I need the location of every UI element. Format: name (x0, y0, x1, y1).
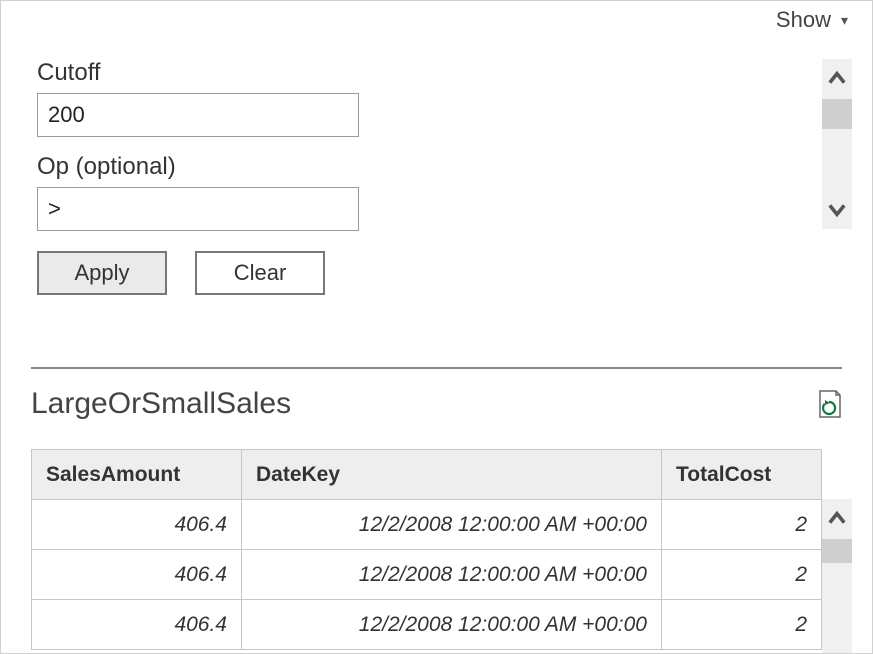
scroll-thumb[interactable] (822, 99, 852, 129)
cell-datekey: 12/2/2008 12:00:00 AM +00:00 (242, 550, 662, 600)
table-scrollbar[interactable] (822, 499, 852, 653)
cutoff-label: Cutoff (37, 59, 822, 87)
op-input[interactable] (37, 187, 359, 231)
apply-button[interactable]: Apply (37, 251, 167, 295)
chevron-down-icon: ▾ (841, 12, 848, 29)
results-title: LargeOrSmallSales (31, 387, 291, 421)
cell-totalcost: 2 (662, 550, 822, 600)
results-header: LargeOrSmallSales (31, 387, 842, 421)
table-row[interactable]: 406.4 12/2/2008 12:00:00 AM +00:00 2 (32, 600, 822, 650)
column-header-salesamount[interactable]: SalesAmount (32, 450, 242, 500)
button-row: Apply Clear (37, 251, 822, 295)
show-label: Show (776, 7, 831, 33)
cell-datekey: 12/2/2008 12:00:00 AM +00:00 (242, 600, 662, 650)
column-header-totalcost[interactable]: TotalCost (662, 450, 822, 500)
section-divider (31, 367, 842, 369)
cutoff-input[interactable] (37, 93, 359, 137)
cutoff-field: Cutoff (37, 59, 822, 137)
scroll-track (822, 563, 852, 653)
column-header-datekey[interactable]: DateKey (242, 450, 662, 500)
table-row[interactable]: 406.4 12/2/2008 12:00:00 AM +00:00 2 (32, 550, 822, 600)
scroll-track (822, 129, 852, 189)
params-scrollbar[interactable] (822, 59, 852, 229)
clear-button[interactable]: Clear (195, 251, 325, 295)
scroll-thumb[interactable] (822, 539, 852, 563)
table-row[interactable]: 406.4 12/2/2008 12:00:00 AM +00:00 2 (32, 500, 822, 550)
table-header-row: SalesAmount DateKey TotalCost (32, 450, 822, 500)
op-label: Op (optional) (37, 153, 822, 181)
cell-totalcost: 2 (662, 500, 822, 550)
cell-totalcost: 2 (662, 600, 822, 650)
scroll-up-icon[interactable] (822, 59, 852, 99)
parameters-form: Cutoff Op (optional) Apply Clear (37, 59, 822, 295)
parameters-panel: Cutoff Op (optional) Apply Clear (37, 59, 852, 295)
cell-datekey: 12/2/2008 12:00:00 AM +00:00 (242, 500, 662, 550)
show-dropdown[interactable]: Show ▾ (776, 7, 848, 33)
cell-salesamount: 406.4 (32, 600, 242, 650)
cell-salesamount: 406.4 (32, 500, 242, 550)
scroll-up-icon[interactable] (822, 499, 852, 539)
scroll-down-icon[interactable] (822, 189, 852, 229)
refresh-icon[interactable] (816, 389, 842, 419)
results-table: SalesAmount DateKey TotalCost 406.4 12/2… (31, 449, 822, 650)
cell-salesamount: 406.4 (32, 550, 242, 600)
op-field: Op (optional) (37, 153, 822, 231)
app-frame: Show ▾ Cutoff Op (optional) Apply Clear (0, 0, 873, 654)
